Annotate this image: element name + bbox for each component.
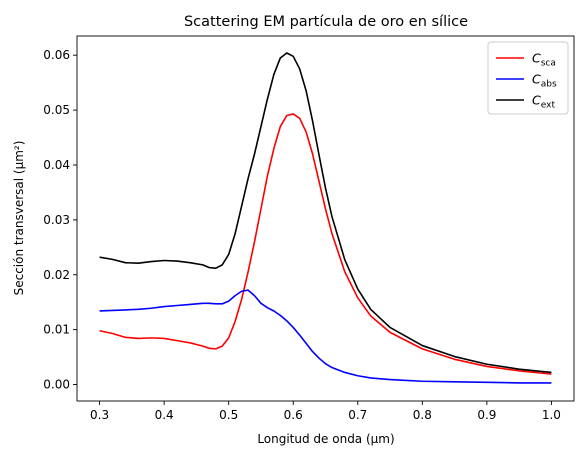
- y-tick-label: 0.02: [43, 268, 70, 282]
- y-tick-label: 0.03: [43, 213, 70, 227]
- chart-title: Scattering EM partícula de oro en sílice: [184, 14, 468, 30]
- legend-symbol: C: [532, 93, 541, 108]
- series-layer: [99, 52, 552, 384]
- legend-subscript: abs: [541, 80, 557, 90]
- x-tick-label: 0.5: [219, 408, 238, 422]
- x-tick-label: 0.3: [90, 408, 109, 422]
- y-tick-label: 0.00: [43, 378, 70, 392]
- series-line-ext: [99, 52, 552, 374]
- x-tick-label: 0.6: [284, 408, 303, 422]
- plot-frame: [76, 35, 575, 402]
- x-axis-label: Longitud de onda (μm): [257, 432, 394, 446]
- series-line-abs: [99, 289, 552, 384]
- y-axis: 0.00 0.01 0.02 0.03 0.04 0.05 0.06: [43, 48, 77, 392]
- x-tick-label: 0.9: [477, 408, 496, 422]
- y-tick-label: 0.01: [43, 323, 70, 337]
- x-axis: 0.3 0.4 0.5 0.6 0.7 0.8 0.9 1.0: [90, 401, 561, 422]
- legend-subscript: sca: [541, 59, 556, 69]
- y-tick-label: 0.06: [43, 48, 70, 62]
- x-tick-label: 0.7: [348, 408, 367, 422]
- x-tick-label: 0.8: [413, 408, 432, 422]
- legend-symbol: C: [532, 72, 541, 87]
- legend-entry-ext: Cext: [532, 93, 555, 111]
- legend-box: [487, 41, 569, 115]
- legend-entry-sca: Csca: [532, 51, 556, 69]
- legend-symbol: C: [532, 51, 541, 66]
- y-tick-label: 0.05: [43, 103, 70, 117]
- series-line-sca: [99, 113, 552, 375]
- x-tick-label: 0.4: [155, 408, 174, 422]
- legend-entry-abs: Cabs: [532, 72, 557, 90]
- y-axis-label: Sección transversal (μm²): [12, 141, 26, 296]
- legend-subscript: ext: [541, 101, 556, 111]
- y-tick-label: 0.04: [43, 158, 70, 172]
- x-tick-label: 1.0: [542, 408, 561, 422]
